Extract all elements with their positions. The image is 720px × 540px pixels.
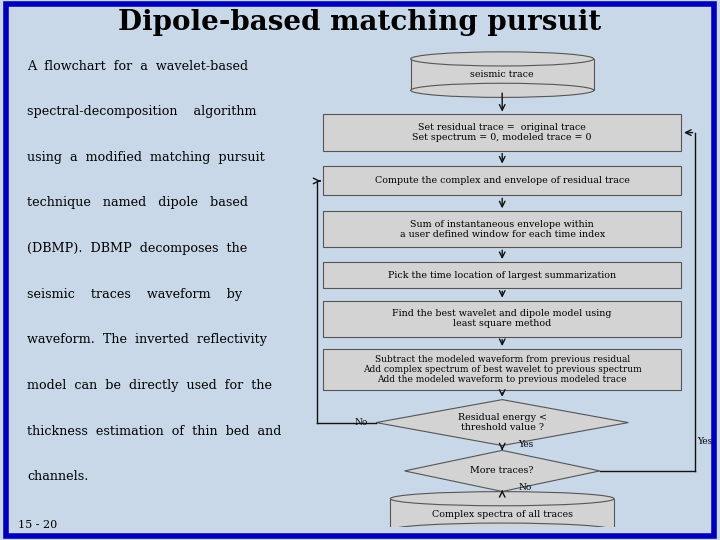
Text: More traces?: More traces? xyxy=(470,467,534,475)
Text: Yes: Yes xyxy=(518,440,534,449)
Text: Set residual trace =  original trace
Set spectrum = 0, modeled trace = 0: Set residual trace = original trace Set … xyxy=(413,123,592,143)
Text: Subtract the modeled waveform from previous residual
Add complex spectrum of bes: Subtract the modeled waveform from previ… xyxy=(363,355,642,384)
Bar xyxy=(410,59,594,90)
Polygon shape xyxy=(405,450,600,491)
Text: waveform.  The  inverted  reflectivity: waveform. The inverted reflectivity xyxy=(27,333,267,346)
Text: A  flowchart  for  a  wavelet-based: A flowchart for a wavelet-based xyxy=(27,59,248,72)
Polygon shape xyxy=(376,400,629,446)
Ellipse shape xyxy=(410,83,594,97)
Text: Pick the time location of largest summarization: Pick the time location of largest summar… xyxy=(388,271,616,280)
Text: Sum of instantaneous envelope within
a user defined window for each time index: Sum of instantaneous envelope within a u… xyxy=(400,220,605,239)
Text: 15 - 20: 15 - 20 xyxy=(18,520,58,530)
Bar xyxy=(323,166,681,195)
Bar xyxy=(323,349,681,390)
Text: model  can  be  directly  used  for  the: model can be directly used for the xyxy=(27,379,272,392)
Text: Complex spectra of all traces: Complex spectra of all traces xyxy=(432,510,572,519)
Text: thickness  estimation  of  thin  bed  and: thickness estimation of thin bed and xyxy=(27,424,282,437)
Bar xyxy=(323,114,681,151)
Text: channels.: channels. xyxy=(27,470,89,483)
Text: using  a  modified  matching  pursuit: using a modified matching pursuit xyxy=(27,151,265,164)
Text: (DBMP).  DBMP  decomposes  the: (DBMP). DBMP decomposes the xyxy=(27,242,248,255)
Text: seismic trace: seismic trace xyxy=(470,70,534,79)
Ellipse shape xyxy=(390,523,614,537)
Text: Dipole-based matching pursuit: Dipole-based matching pursuit xyxy=(118,10,602,37)
Text: seismic    traces    waveform    by: seismic traces waveform by xyxy=(27,288,243,301)
Bar xyxy=(390,499,614,530)
Text: spectral-decomposition    algorithm: spectral-decomposition algorithm xyxy=(27,105,257,118)
Bar xyxy=(323,211,681,247)
Text: Find the best wavelet and dipole model using
least square method: Find the best wavelet and dipole model u… xyxy=(392,309,612,328)
Ellipse shape xyxy=(410,52,594,66)
Text: No: No xyxy=(354,418,368,427)
Text: Compute the complex and envelope of residual trace: Compute the complex and envelope of resi… xyxy=(375,177,629,185)
Ellipse shape xyxy=(390,491,614,506)
Text: No: No xyxy=(518,483,532,492)
Bar xyxy=(323,301,681,337)
Text: Residual energy <
threshold value ?: Residual energy < threshold value ? xyxy=(458,413,546,433)
Bar xyxy=(323,262,681,288)
Text: Yes: Yes xyxy=(698,437,713,447)
Text: technique   named   dipole   based: technique named dipole based xyxy=(27,197,248,210)
